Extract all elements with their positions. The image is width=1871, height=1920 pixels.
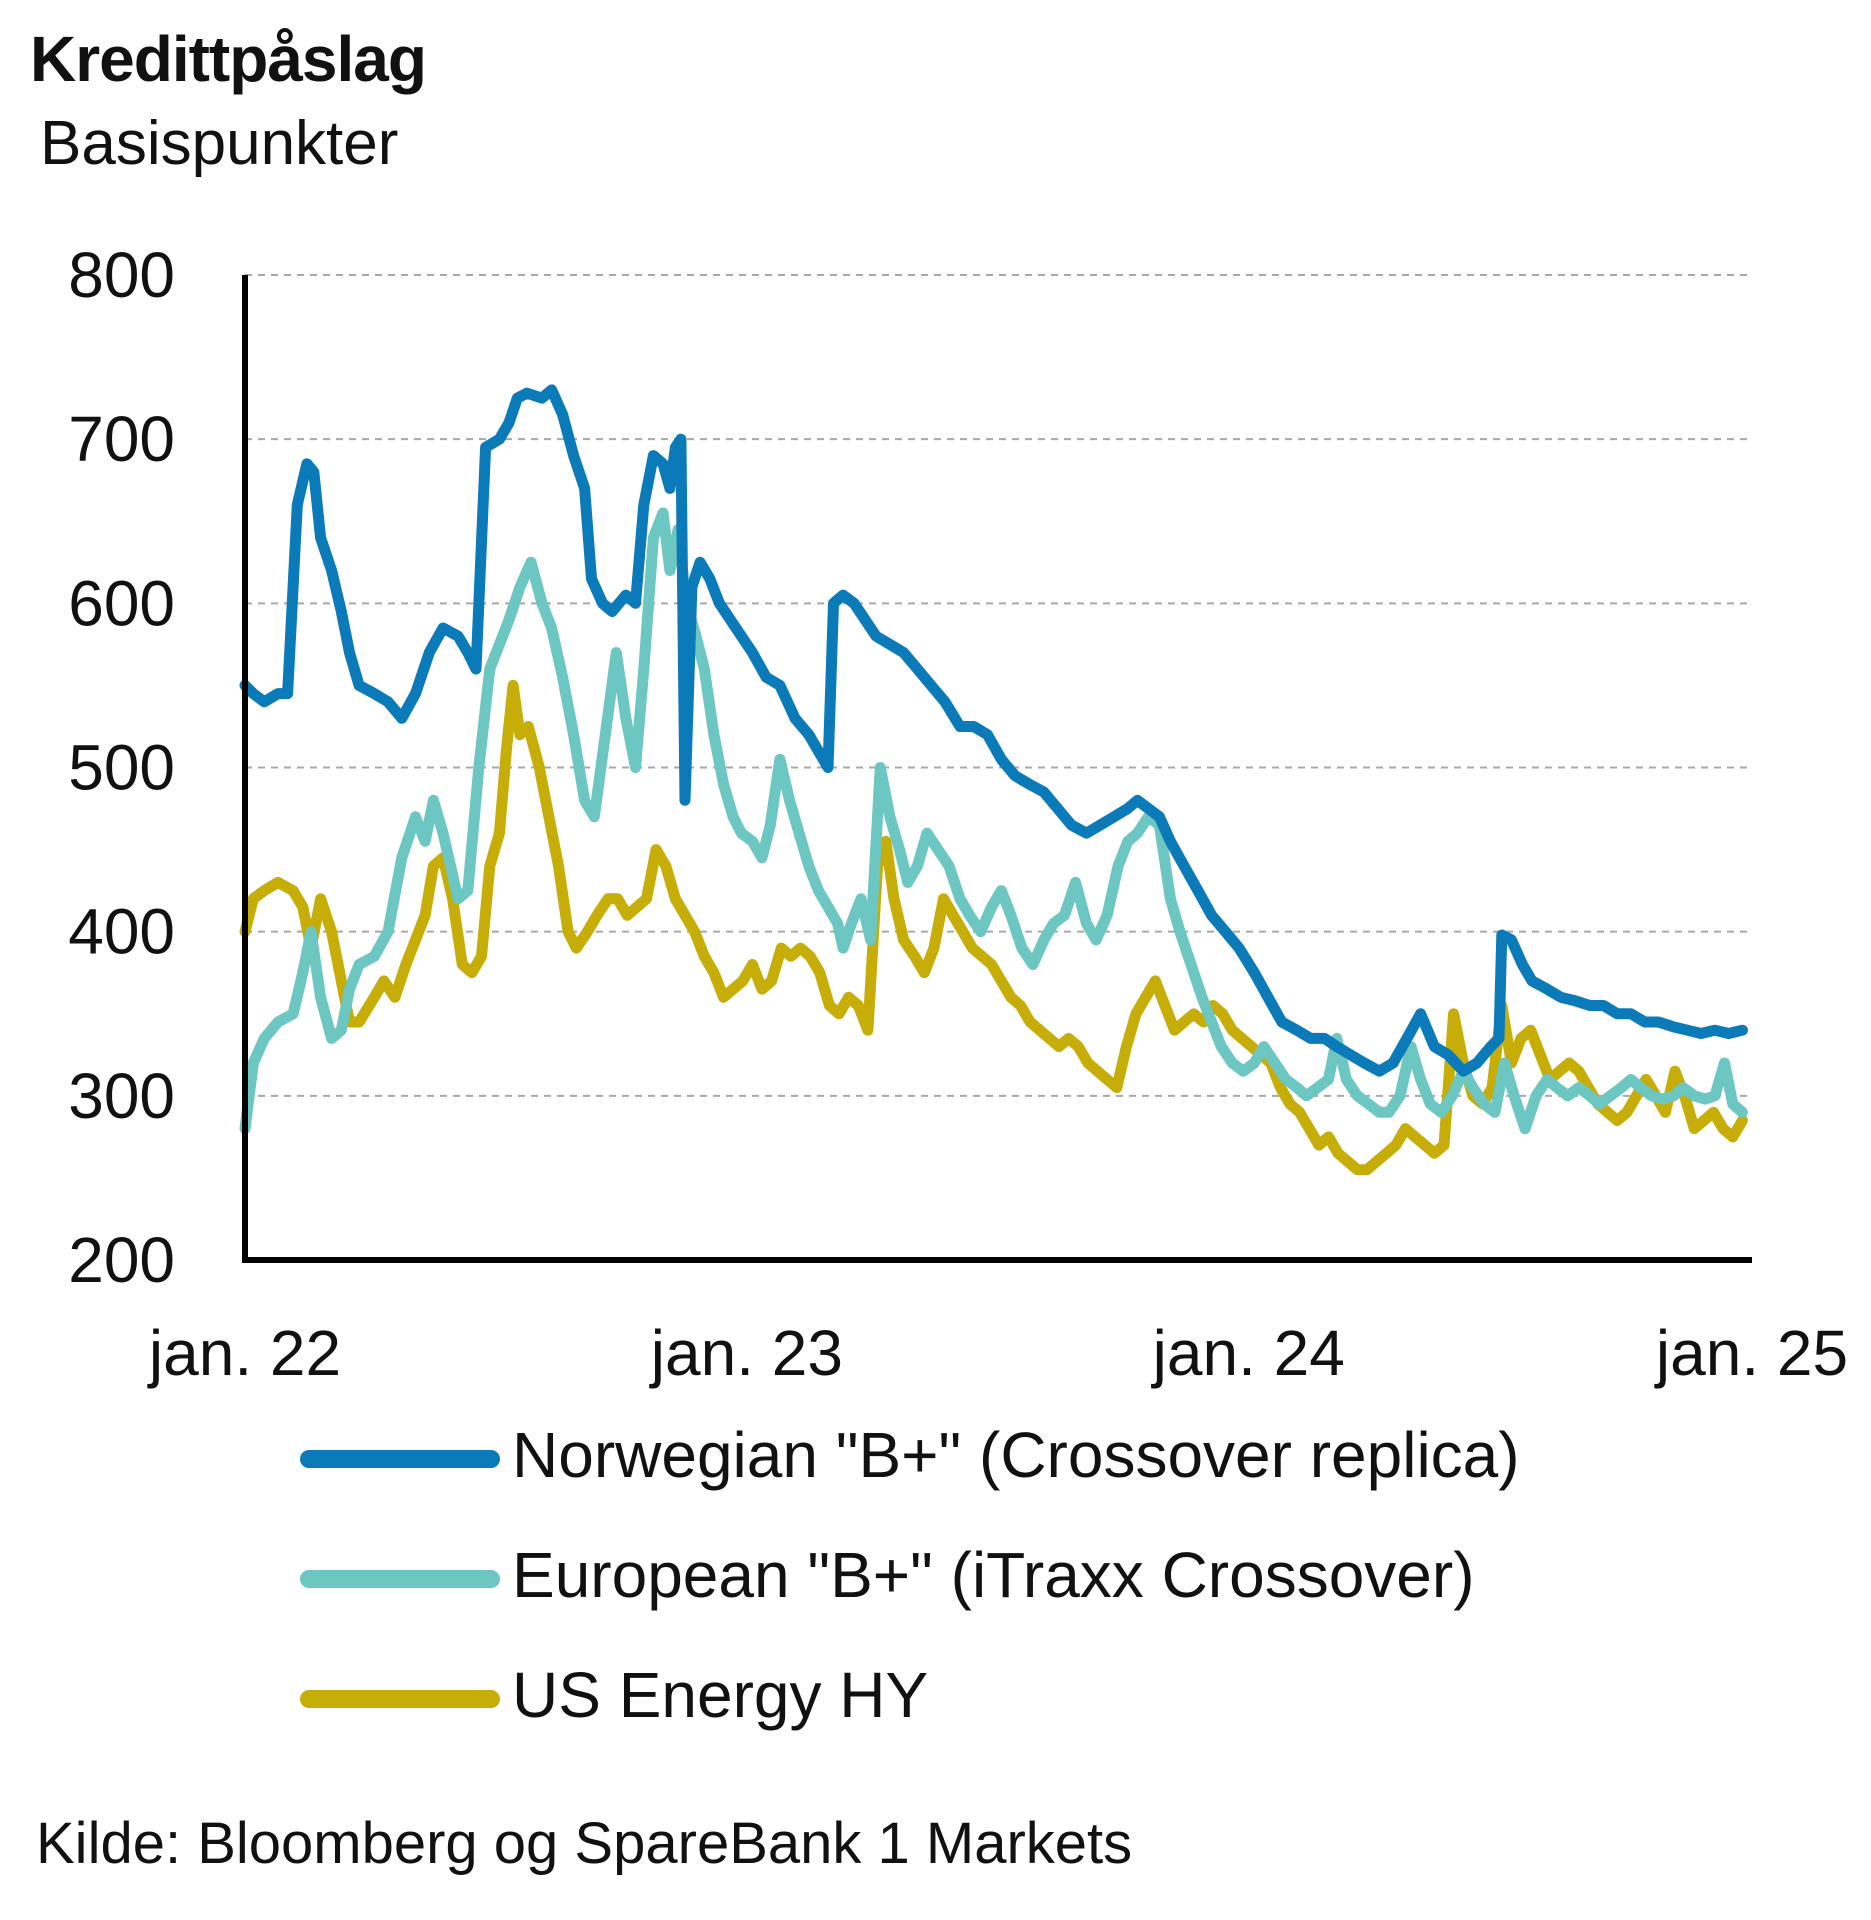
axes — [242, 275, 1752, 1263]
series-line-1 — [239, 507, 1748, 1135]
x-tick-label: jan. 25 — [1654, 1317, 1848, 1389]
legend-label-norwegian: Norwegian "B+" (Crossover replica) — [512, 1419, 1520, 1491]
y-tick-label: 500 — [68, 732, 175, 804]
legend-swatch-norwegian — [300, 1450, 500, 1468]
x-tick-labels: jan. 22 jan. 23 jan. 24 jan. 25 — [147, 1317, 1848, 1389]
y-tick-label: 400 — [68, 896, 175, 968]
x-tick-label: jan. 24 — [1151, 1317, 1345, 1389]
legend-swatch-european — [300, 1570, 500, 1588]
x-tick-label: jan. 22 — [147, 1317, 341, 1389]
y-tick-label: 300 — [68, 1060, 175, 1132]
legend-swatch-us-energy — [300, 1690, 500, 1708]
y-tick-labels: 800 700 600 500 400 300 200 — [68, 239, 175, 1296]
legend-label-european: European "B+" (iTraxx Crossover) — [512, 1539, 1475, 1611]
y-tick-label: 700 — [68, 403, 175, 475]
series-lines — [239, 384, 1748, 1176]
y-tick-label: 600 — [68, 567, 175, 639]
source-note: Kilde: Bloomberg og SpareBank 1 Markets — [36, 1811, 1133, 1876]
series-line-2 — [239, 679, 1748, 1176]
y-tick-label: 200 — [68, 1224, 175, 1296]
chart-subtitle: Basispunkter — [40, 109, 399, 178]
chart-title: Kredittpåslag — [30, 23, 427, 95]
legend-label-us-energy: US Energy HY — [512, 1659, 929, 1731]
x-tick-label: jan. 23 — [649, 1317, 843, 1389]
y-tick-label: 800 — [68, 239, 175, 311]
series-line-0 — [239, 384, 1748, 1077]
